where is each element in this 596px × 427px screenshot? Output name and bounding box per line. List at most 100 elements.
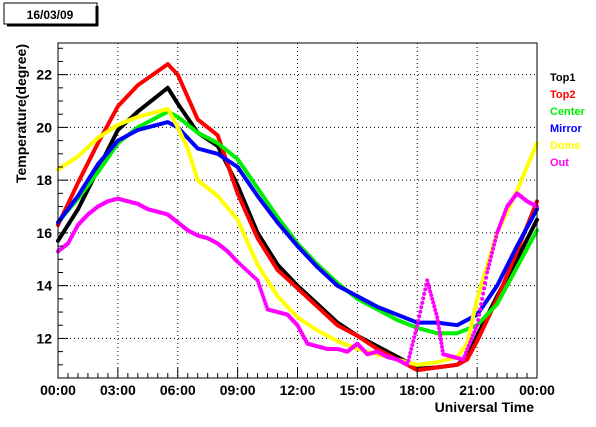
series-out-point	[480, 296, 485, 301]
y-tick-label-2: 16	[36, 225, 52, 241]
series-out-point	[423, 287, 428, 292]
series-out-point	[435, 315, 440, 320]
series-out-point	[490, 250, 495, 255]
series-out-point	[478, 307, 483, 312]
y-tick-label-3: 18	[36, 172, 52, 188]
series-out-point	[482, 286, 487, 291]
series-out-point	[405, 362, 410, 367]
x-tick-label-0: 00:00	[40, 382, 76, 398]
series-out-point	[439, 344, 444, 349]
series-out-point	[492, 242, 497, 247]
series-out-point	[473, 326, 478, 331]
series-out	[56, 191, 539, 367]
series-out-point	[417, 314, 422, 319]
series-out-point	[486, 266, 491, 271]
legend-label-top1: Top1	[550, 72, 575, 84]
series-out-point	[418, 309, 423, 314]
x-axis-title: Universal Time	[435, 399, 535, 415]
series-out-point	[488, 258, 493, 263]
series-out-point	[437, 326, 442, 331]
series-out-point	[487, 262, 492, 267]
series-out-point	[419, 305, 424, 310]
legend-label-out: Out	[550, 157, 569, 169]
x-tick-label-4: 12:00	[280, 382, 316, 398]
y-axis-title: Temperature(degree)	[13, 44, 29, 183]
series-out-point	[434, 311, 439, 316]
series-out-point	[493, 238, 498, 243]
series-out-point	[420, 300, 425, 305]
series-out-point	[485, 270, 490, 275]
series-out-point	[437, 330, 442, 335]
y-tick-label-0: 12	[36, 330, 52, 346]
series-out-point	[472, 330, 477, 335]
series-out-point	[429, 293, 434, 298]
series-out-point	[465, 347, 470, 352]
y-tick-label-4: 20	[36, 119, 52, 135]
series-out-point	[408, 350, 413, 355]
series-out-point	[475, 323, 480, 328]
series-out-point	[494, 234, 499, 239]
series-out-point	[426, 282, 431, 287]
x-tick-label-8: 00:00	[519, 382, 555, 398]
series-out-point	[416, 318, 421, 323]
series-out-point	[433, 307, 438, 312]
series-out-point	[479, 302, 484, 307]
series-out-point	[413, 331, 418, 336]
series-out-point	[438, 337, 443, 342]
series-out-point	[430, 296, 435, 301]
series-out-point	[491, 246, 496, 251]
series-out-point	[466, 343, 471, 348]
series-out-point	[432, 304, 437, 309]
legend-label-top2: Top2	[550, 89, 575, 101]
series-out-point	[425, 278, 430, 283]
series-out-point	[483, 281, 488, 286]
series-mirror-line	[56, 120, 539, 328]
series-out-point	[415, 323, 420, 328]
legend-label-mirror: Mirror	[550, 123, 583, 135]
x-tick-label-2: 06:00	[160, 382, 196, 398]
series-out-point	[428, 289, 433, 294]
series-out-point	[470, 333, 475, 338]
x-tick-label-5: 15:00	[339, 382, 375, 398]
date-label: 16/03/09	[27, 8, 74, 22]
series-out-point	[463, 350, 468, 355]
series-layer	[56, 62, 539, 373]
series-out-point	[409, 346, 414, 351]
series-out-point	[484, 275, 489, 280]
y-tick-label-5: 22	[36, 67, 52, 83]
x-tick-label-7: 21:00	[459, 382, 495, 398]
series-out-point	[427, 285, 432, 290]
axes: 12 14 16 18 20 22 00:00 03:00 06:00 09:00 12:00 15:…	[36, 47, 555, 398]
series-out-point	[407, 354, 412, 359]
series-out-point	[414, 327, 419, 332]
series-out-point	[440, 348, 445, 353]
series-out-point	[412, 335, 417, 340]
x-tick-label-3: 09:00	[220, 382, 256, 398]
series-out-point	[431, 300, 436, 305]
y-tick-label-1: 14	[36, 278, 52, 294]
series-out-point	[411, 339, 416, 344]
date-label-box: 16/03/09	[3, 2, 99, 27]
x-tick-label-6: 18:00	[399, 382, 435, 398]
series-out-point	[476, 317, 481, 322]
series-out-point	[410, 343, 415, 348]
legend: Top1 Top2 Center Mirror Dome Out	[550, 72, 586, 169]
series-out-point	[422, 291, 427, 296]
series-out-point	[489, 254, 494, 259]
series-out-point	[435, 319, 440, 324]
legend-label-center: Center	[550, 106, 586, 118]
series-out-point	[469, 336, 474, 341]
series-out-point	[421, 296, 426, 301]
series-out-point	[438, 333, 443, 338]
legend-label-dome: Dome	[550, 140, 581, 152]
series-out-point	[439, 341, 444, 346]
series-out-point	[468, 340, 473, 345]
series-out-point	[461, 357, 466, 362]
series-out-point	[436, 322, 441, 327]
x-tick-label-1: 03:00	[100, 382, 136, 398]
series-out-point	[462, 354, 467, 359]
series-out-point	[406, 358, 411, 363]
series-out-point	[481, 291, 486, 296]
